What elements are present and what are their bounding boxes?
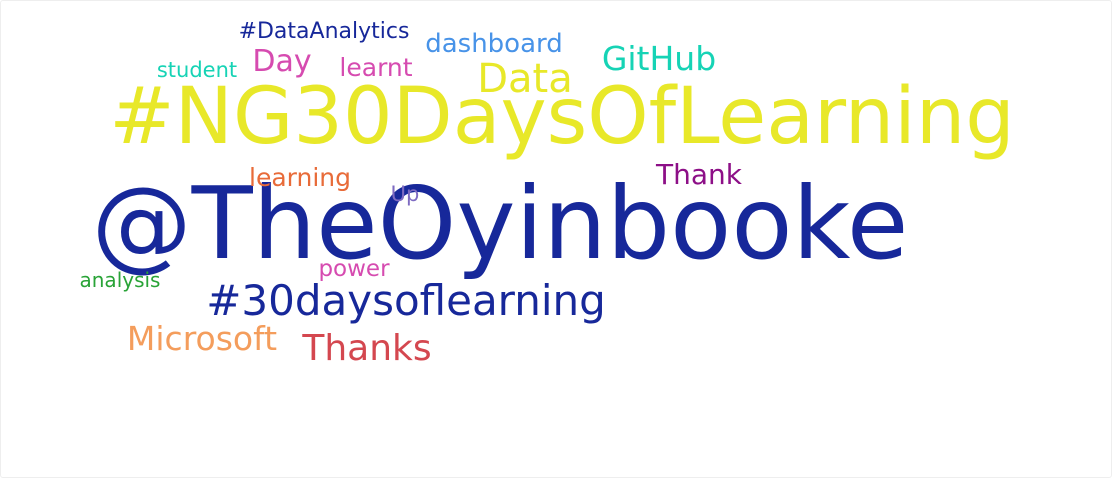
word-cloud-word: learning [249, 163, 351, 192]
word-cloud-word: Up [391, 182, 420, 206]
word-cloud-word: learnt [339, 53, 412, 82]
word-cloud-word: GitHub [602, 39, 716, 78]
word-cloud-word: #NG30DaysOfLearning [109, 72, 1015, 162]
word-cloud-word: dashboard [425, 29, 563, 59]
word-cloud-word: @TheOyinbooke [92, 165, 909, 282]
word-cloud-word: #DataAnalytics [239, 19, 410, 44]
word-cloud-word: Thank [655, 158, 743, 191]
word-cloud-word: #30daysoflearning [206, 276, 606, 325]
word-cloud-word: power [318, 256, 390, 282]
word-cloud-word: Thanks [301, 328, 431, 369]
word-cloud-word: Day [252, 44, 311, 79]
word-cloud-word: student [157, 58, 237, 82]
word-cloud-word: analysis [80, 268, 161, 292]
word-cloud-word: Microsoft [127, 319, 277, 358]
word-cloud-word: Data [477, 56, 573, 102]
